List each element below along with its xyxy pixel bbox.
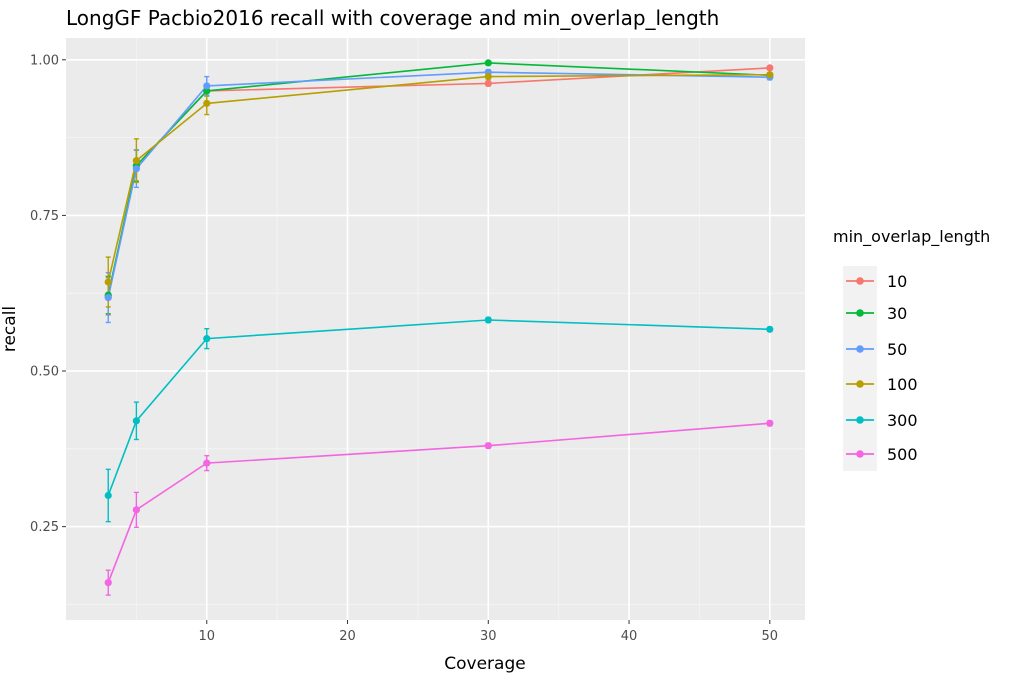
legend-label-100: 100 [887, 375, 918, 394]
legend-key-background [843, 266, 877, 471]
plot-panel [66, 38, 805, 620]
legend-label-30: 30 [887, 304, 907, 323]
y-tick-label: 0.25 [30, 520, 59, 535]
data-point-50 [132, 165, 140, 173]
data-point-500 [104, 579, 112, 587]
data-point-100 [203, 99, 211, 107]
data-point-500 [203, 459, 211, 467]
y-axis: 0.25 0.50 0.75 1.00 [30, 53, 66, 535]
y-tick-label: 1.00 [30, 53, 59, 68]
data-point-50 [203, 82, 211, 90]
data-point-30 [203, 87, 211, 95]
legend: min_overlap_length 10 30 50 100 300 500 [833, 227, 990, 471]
x-tick-label: 40 [621, 629, 638, 644]
x-axis: 10 20 30 40 50 [198, 620, 778, 644]
chart-title: LongGF Pacbio2016 recall with coverage a… [66, 6, 719, 30]
data-point-100 [132, 157, 140, 165]
data-point-50 [104, 293, 112, 302]
data-point-30 [484, 59, 492, 67]
legend-label-50: 50 [887, 340, 907, 359]
x-tick-label: 10 [198, 629, 215, 644]
y-tick-label: 0.75 [30, 209, 59, 224]
x-axis-title: Coverage [444, 654, 525, 674]
data-point-10 [766, 64, 774, 72]
legend-point-50 [856, 345, 864, 353]
legend-point-300 [856, 416, 864, 424]
data-point-500 [132, 506, 140, 514]
data-point-10 [484, 79, 492, 88]
data-point-300 [484, 316, 492, 324]
data-point-300 [104, 491, 112, 500]
data-points [104, 59, 774, 587]
data-point-300 [203, 335, 211, 343]
legend-label-300: 300 [887, 411, 918, 430]
legend-point-500 [856, 450, 864, 458]
data-point-100 [484, 72, 492, 81]
legend-label-500: 500 [887, 445, 918, 464]
data-point-100 [766, 71, 774, 79]
legend-point-10 [856, 277, 864, 285]
legend-point-100 [856, 380, 864, 388]
legend-label-10: 10 [887, 272, 907, 291]
x-tick-label: 50 [762, 629, 779, 644]
data-point-100 [104, 278, 112, 286]
legend-point-30 [856, 309, 864, 317]
data-point-300 [766, 325, 774, 333]
data-point-300 [132, 417, 140, 425]
y-tick-label: 0.50 [30, 365, 59, 380]
x-tick-label: 30 [480, 629, 497, 644]
legend-title: min_overlap_length [833, 227, 990, 247]
y-axis-title: recall [0, 306, 20, 352]
data-point-500 [766, 419, 774, 427]
x-tick-label: 20 [339, 629, 356, 644]
data-point-500 [484, 442, 492, 450]
